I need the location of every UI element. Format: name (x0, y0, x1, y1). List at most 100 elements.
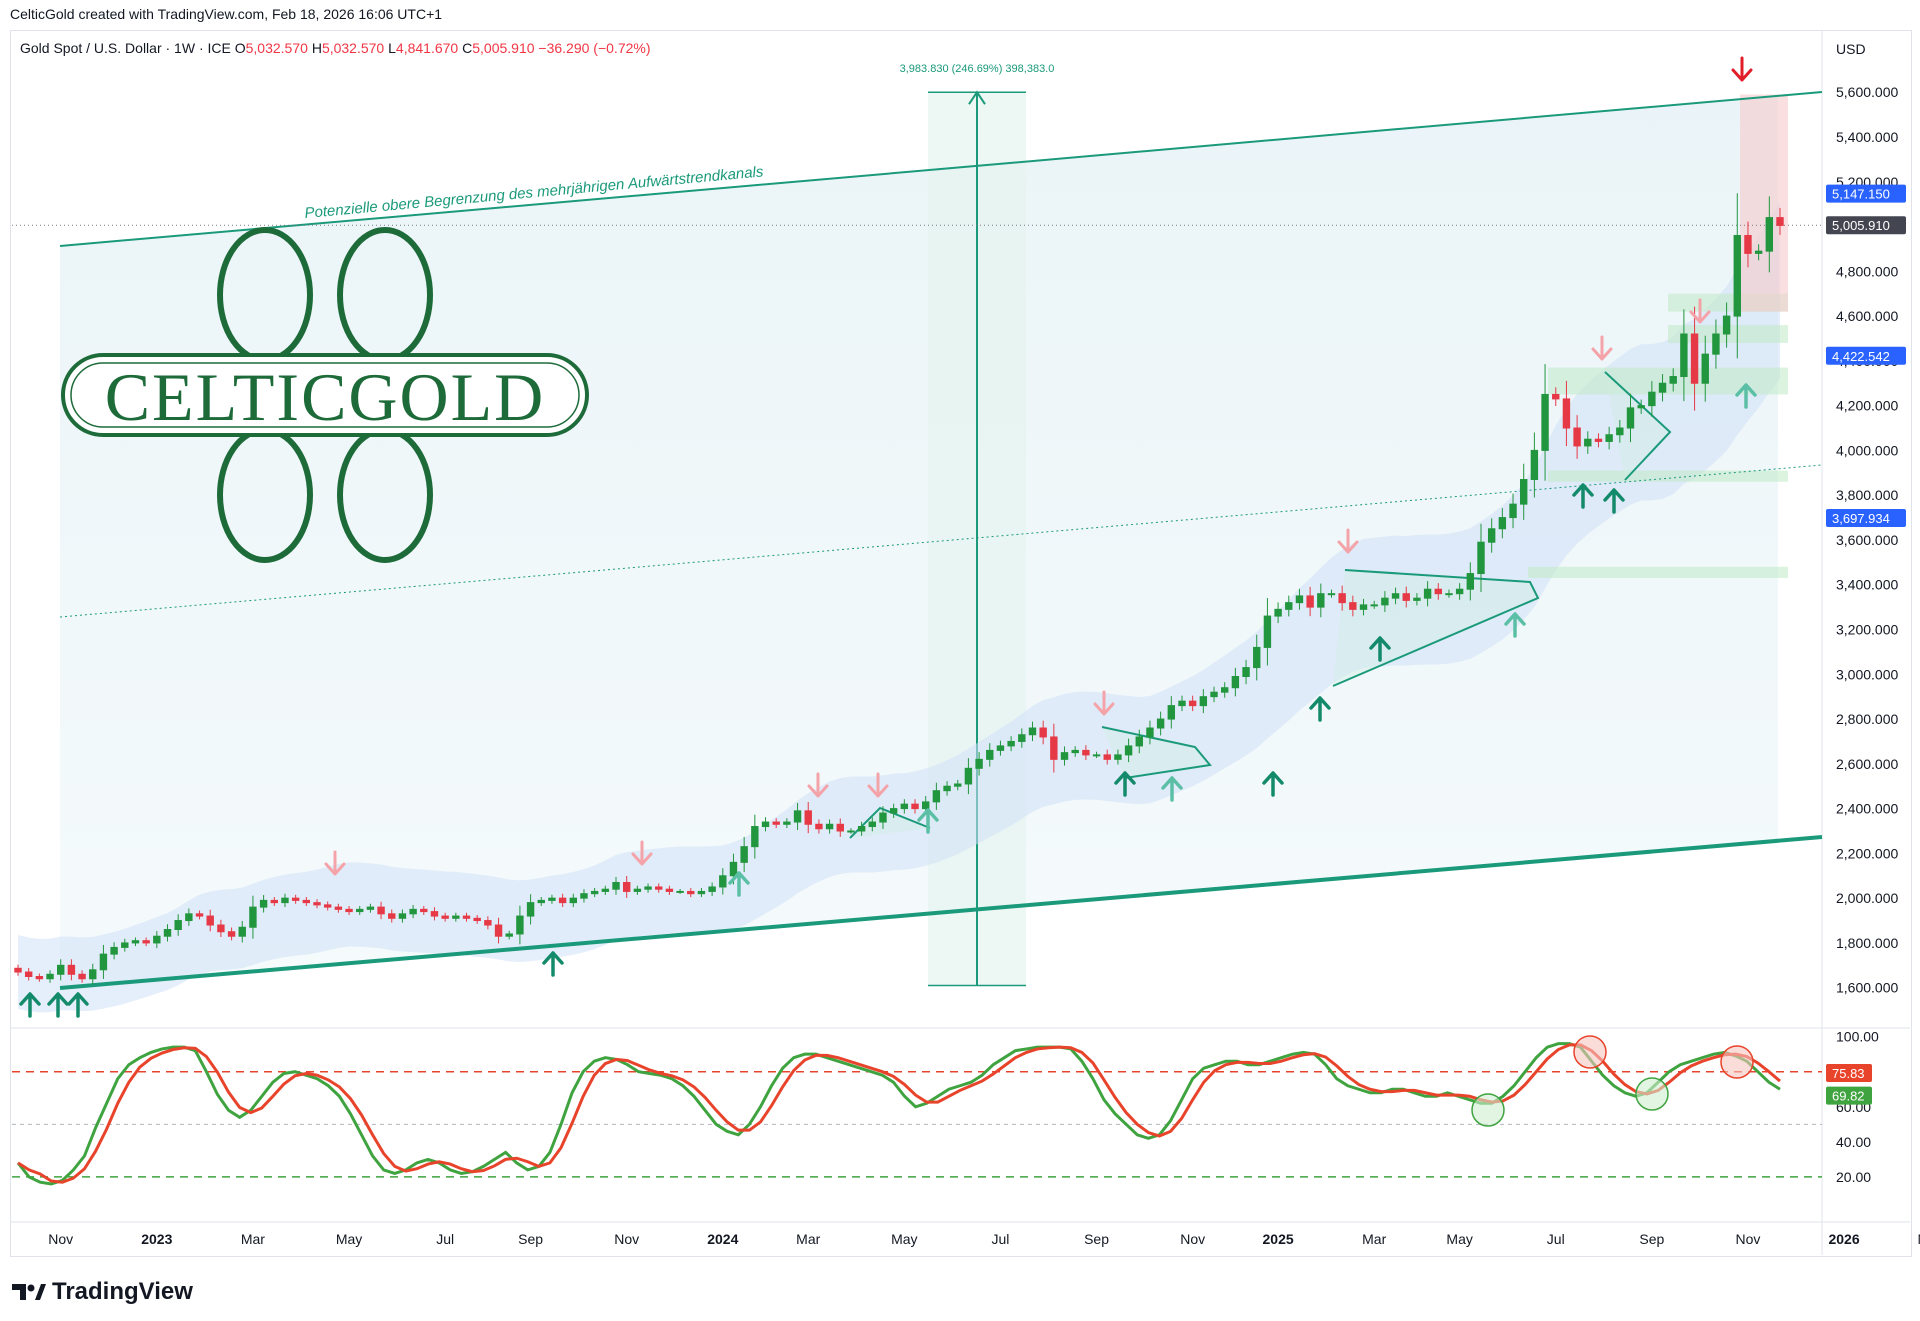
candle[interactable] (1295, 588, 1304, 610)
candle[interactable] (1477, 523, 1485, 592)
candle[interactable] (1637, 399, 1645, 414)
candle[interactable] (1263, 598, 1272, 666)
candle[interactable] (1274, 602, 1282, 624)
candle[interactable] (911, 799, 919, 814)
candle[interactable] (1103, 749, 1111, 765)
candle[interactable] (24, 968, 33, 981)
candle[interactable] (1338, 585, 1346, 611)
candle[interactable] (1317, 583, 1325, 618)
candle[interactable] (815, 819, 823, 834)
candle[interactable] (804, 801, 812, 834)
candle[interactable] (612, 876, 620, 895)
candle[interactable] (1156, 711, 1165, 736)
candle[interactable] (46, 970, 54, 983)
candle[interactable] (857, 821, 866, 836)
candle[interactable] (35, 973, 44, 982)
candle[interactable] (1178, 695, 1186, 712)
candle[interactable] (986, 743, 994, 767)
candle[interactable] (57, 959, 65, 981)
candle[interactable] (1050, 723, 1058, 773)
candle[interactable] (1285, 595, 1293, 617)
candle[interactable] (1381, 591, 1389, 612)
candle[interactable] (1007, 736, 1015, 752)
candle[interactable] (665, 885, 674, 895)
candle[interactable] (131, 937, 140, 947)
candle[interactable] (1658, 374, 1667, 402)
candle[interactable] (1605, 426, 1613, 450)
candle[interactable] (281, 893, 289, 908)
candle[interactable] (1722, 302, 1731, 348)
candle[interactable] (1423, 581, 1432, 607)
candle[interactable] (89, 963, 97, 985)
candle[interactable] (206, 909, 214, 932)
candle[interactable] (78, 970, 86, 983)
candle[interactable] (1391, 587, 1400, 605)
candle[interactable] (1744, 221, 1752, 268)
candle[interactable] (1487, 518, 1496, 553)
tradingview-logo[interactable]: TradingView (12, 1278, 193, 1306)
candle[interactable] (975, 752, 983, 776)
candle[interactable] (1509, 493, 1517, 529)
candle[interactable] (259, 894, 268, 913)
candle[interactable] (409, 904, 417, 919)
candle[interactable] (676, 888, 684, 894)
candle[interactable] (761, 817, 770, 832)
candle[interactable] (1765, 196, 1774, 273)
candle[interactable] (1530, 432, 1539, 498)
candle[interactable] (366, 903, 375, 913)
candle[interactable] (313, 899, 321, 909)
candle[interactable] (516, 905, 524, 945)
candle[interactable] (1167, 696, 1176, 729)
candle[interactable] (1776, 207, 1784, 235)
candle[interactable] (484, 916, 492, 930)
candle[interactable] (751, 814, 759, 859)
candle[interactable] (345, 905, 353, 915)
candle[interactable] (1520, 463, 1528, 520)
candle[interactable] (1028, 721, 1037, 742)
candle[interactable] (1210, 686, 1218, 703)
candle[interactable] (505, 930, 513, 940)
candle[interactable] (569, 893, 578, 908)
candle[interactable] (1584, 431, 1592, 454)
candle[interactable] (943, 781, 951, 796)
candle[interactable] (227, 927, 236, 941)
candle[interactable] (1327, 589, 1336, 598)
candle[interactable] (964, 758, 973, 795)
candle[interactable] (302, 896, 311, 907)
candle[interactable] (441, 912, 449, 922)
candle[interactable] (99, 944, 108, 979)
candle[interactable] (644, 883, 652, 893)
candle[interactable] (1455, 583, 1464, 600)
candle[interactable] (110, 942, 118, 960)
candle[interactable] (868, 817, 877, 832)
candle[interactable] (1690, 306, 1699, 411)
candle[interactable] (1434, 583, 1442, 600)
candle[interactable] (142, 937, 150, 947)
candle[interactable] (825, 819, 834, 834)
candle[interactable] (1626, 393, 1635, 443)
candle[interactable] (1701, 335, 1709, 402)
candle[interactable] (1680, 309, 1688, 402)
candle[interactable] (1082, 745, 1090, 761)
candle[interactable] (1114, 749, 1122, 765)
candle[interactable] (163, 924, 172, 942)
candle[interactable] (1594, 433, 1603, 448)
candle[interactable] (740, 836, 748, 873)
candle[interactable] (1712, 319, 1720, 369)
candle[interactable] (291, 894, 300, 904)
candle[interactable] (687, 887, 695, 898)
candle[interactable] (1253, 634, 1261, 681)
candle[interactable] (1039, 720, 1047, 745)
candle[interactable] (1071, 746, 1079, 757)
candle[interactable] (996, 740, 1005, 756)
candle[interactable] (1573, 415, 1581, 459)
candle[interactable] (1445, 589, 1453, 598)
candle[interactable] (558, 893, 567, 908)
candle[interactable] (494, 917, 503, 944)
candle[interactable] (1541, 364, 1549, 481)
candle[interactable] (249, 895, 257, 939)
candle[interactable] (793, 802, 802, 830)
candle[interactable] (1220, 682, 1229, 698)
candle[interactable] (195, 910, 204, 920)
candle[interactable] (1370, 600, 1378, 609)
